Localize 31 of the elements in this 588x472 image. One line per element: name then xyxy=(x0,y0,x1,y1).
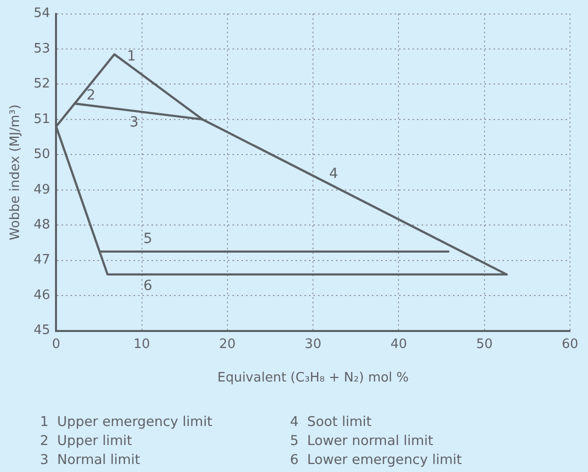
x-tick-label: 50 xyxy=(476,336,493,352)
annotation: 3 xyxy=(130,114,139,131)
text: 6 Lower emergency limit xyxy=(290,452,463,470)
x-tick-label: 40 xyxy=(390,336,407,352)
x-tick-label: 60 xyxy=(562,336,578,352)
y-tick-label: 49 xyxy=(34,182,50,198)
x-tick-label: 10 xyxy=(134,336,150,352)
text: 5 Lower normal limit xyxy=(290,433,434,451)
y-tick-label: 54 xyxy=(34,6,50,22)
y-tick-label: 48 xyxy=(34,218,50,233)
text: 4 Soot limit xyxy=(290,414,373,432)
annotation: 6 xyxy=(143,278,152,294)
y-tick-label: 50 xyxy=(34,147,50,162)
y-tick-label: 52 xyxy=(34,76,50,92)
text: 2 Upper limit xyxy=(40,433,134,451)
text: 1 Upper emergency limit xyxy=(40,414,214,432)
annotation: 5 xyxy=(143,231,152,248)
y-tick-label: 45 xyxy=(34,323,50,338)
y-tick-label: 51 xyxy=(34,112,50,127)
x-tick-label: 20 xyxy=(219,336,236,352)
x-tick-label: 0 xyxy=(52,336,60,352)
y-tick-label: 46 xyxy=(34,288,50,303)
text: 3 Normal limit xyxy=(40,452,142,470)
x-axis-title: Equivalent (C₃H₈ + N₂) mol % xyxy=(217,370,409,386)
annotation: 1 xyxy=(127,48,136,65)
y-axis-title: Wobbe index (MJ/m³) xyxy=(8,104,24,240)
x-tick-label: 30 xyxy=(304,336,322,352)
y-tick-label: 53 xyxy=(34,41,50,56)
annotation: 4 xyxy=(329,166,338,182)
y-tick-label: 47 xyxy=(34,252,50,268)
annotation: 2 xyxy=(86,87,96,104)
